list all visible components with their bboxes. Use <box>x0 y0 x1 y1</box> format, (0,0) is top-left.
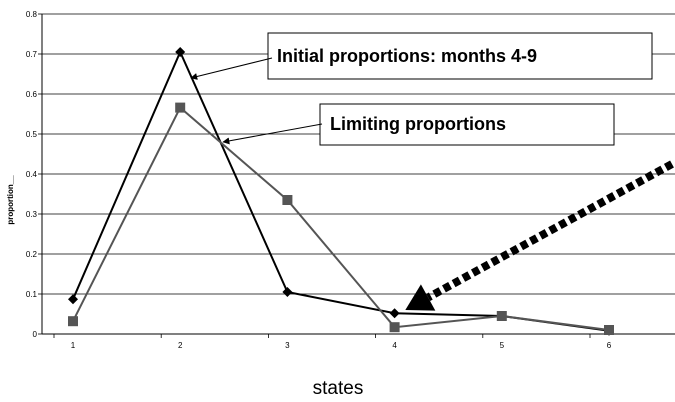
callout-limiting: Limiting proportions <box>222 103 615 146</box>
axes <box>38 13 675 338</box>
y-tick-labels: 0 0.1 0.2 0.3 0.4 0.5 0.6 0.7 0.8 <box>26 10 38 339</box>
x-tick-label-5: 6 <box>607 341 612 350</box>
series-0-point-3 <box>389 308 400 319</box>
callout-initial: Initial proportions: months 4-9 <box>190 32 653 80</box>
y-tick-label-4: 0.4 <box>26 170 38 179</box>
x-tick-label-1: 2 <box>178 341 183 350</box>
series-0-point-0 <box>68 294 78 305</box>
dashed-arrow-head <box>405 284 436 311</box>
series-0-point-1 <box>175 47 186 57</box>
series-0-point-2 <box>282 287 293 297</box>
x-tick-label-2: 3 <box>285 341 290 350</box>
series-line-1 <box>72 106 610 331</box>
series-1-point-1 <box>175 102 186 113</box>
y-tick-label-3: 0.3 <box>26 210 38 219</box>
series-1-point-0 <box>68 316 78 327</box>
series-1-point-3 <box>389 322 400 333</box>
callout-initial-box <box>267 32 653 80</box>
dashed-arrow-shaft <box>426 160 674 302</box>
x-axis-label: states <box>313 378 364 399</box>
x-tick-label-3: 4 <box>392 341 397 350</box>
series-1-point-4 <box>496 311 507 321</box>
series-1-point-2 <box>282 195 293 205</box>
x-tick-label-0: 1 <box>71 341 76 350</box>
dashed-arrow <box>405 160 674 311</box>
x-tick-label-4: 5 <box>500 341 505 350</box>
y-tick-label-0: 0 <box>33 330 38 339</box>
y-tick-label-8: 0.8 <box>26 10 38 19</box>
callout-limiting-text: Limiting proportions <box>330 114 506 134</box>
series-layer <box>68 47 614 336</box>
callout-limiting-arrow <box>222 123 323 145</box>
y-tick-label-6: 0.6 <box>26 90 38 99</box>
y-tick-label-1: 0.1 <box>26 290 38 299</box>
callout-initial-arrow <box>190 57 273 80</box>
callout-initial-text: Initial proportions: months 4-9 <box>277 46 537 66</box>
y-tick-label-7: 0.7 <box>26 50 38 59</box>
x-tick-labels: 1 2 3 4 5 6 <box>71 341 612 350</box>
y-tick-label-5: 0.5 <box>26 130 38 139</box>
annotations-layer: Initial proportions: months 4-9 Limiting… <box>190 32 674 311</box>
y-axis-label: proportion__ <box>6 175 15 225</box>
y-tick-label-2: 0.2 <box>26 250 38 259</box>
series-1-point-5 <box>604 325 614 335</box>
